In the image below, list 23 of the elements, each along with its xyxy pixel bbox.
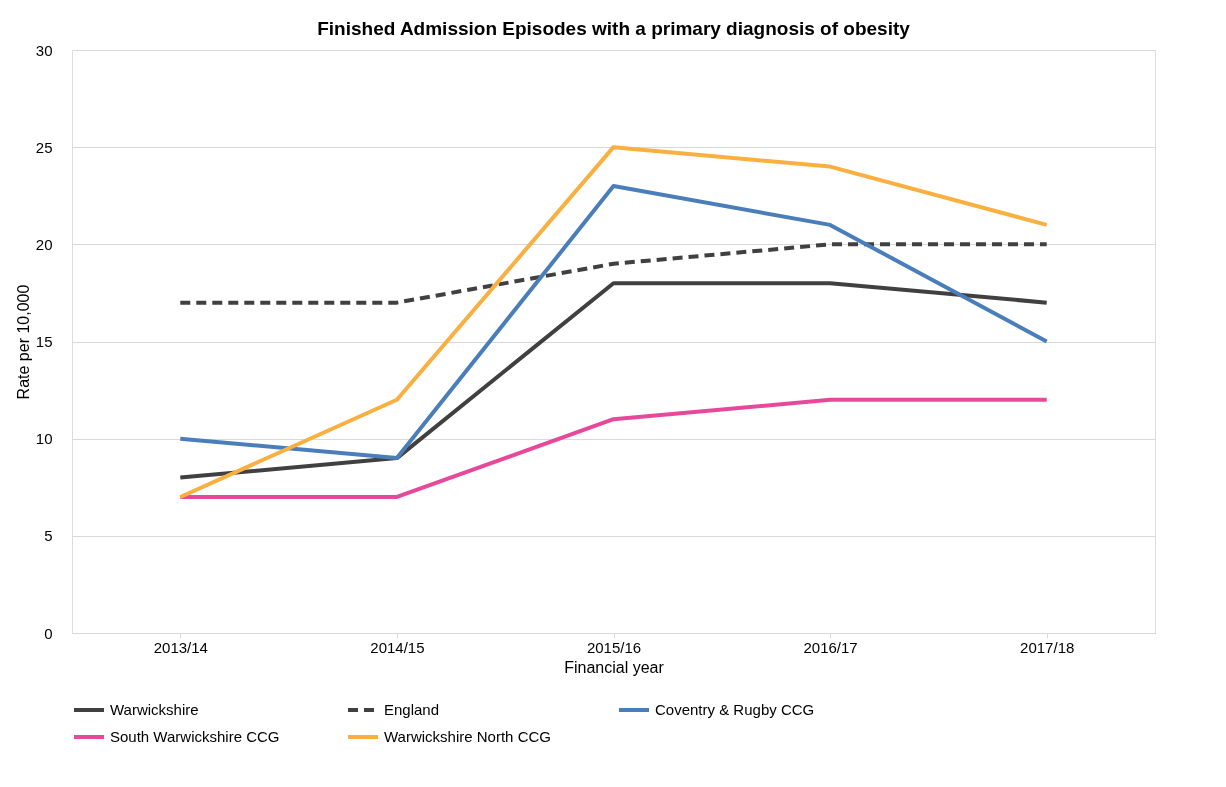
legend-label: Coventry & Rugby CCG bbox=[655, 701, 815, 718]
y-tick-label: 0 bbox=[44, 624, 53, 642]
x-tick-label: 2017/18 bbox=[1020, 638, 1075, 656]
y-axis-title: Rate per 10,000 bbox=[14, 284, 32, 400]
y-tick-label: 20 bbox=[35, 235, 53, 253]
x-axis-title: Financial year bbox=[564, 658, 665, 676]
line-series bbox=[178, 145, 1049, 499]
legend-label: Warwickshire bbox=[110, 701, 199, 718]
y-tick-label: 30 bbox=[35, 41, 53, 59]
x-tick-label: 2016/17 bbox=[803, 638, 858, 656]
line-series bbox=[178, 184, 1049, 461]
x-tick-label: 2013/14 bbox=[153, 638, 208, 656]
legend-label: England bbox=[384, 701, 440, 718]
x-tick-label: 2014/15 bbox=[370, 638, 425, 656]
y-tick-label: 10 bbox=[35, 430, 53, 448]
chart-title: Finished Admission Episodes with a primary diagnosis of obesity bbox=[317, 18, 911, 39]
legend-label: South Warwickshire CCG bbox=[110, 728, 280, 745]
y-tick-label: 25 bbox=[35, 138, 53, 156]
line-series bbox=[178, 281, 1049, 480]
y-tick-label: 15 bbox=[35, 333, 53, 350]
legend-label: Warwickshire North CCG bbox=[384, 728, 551, 745]
y-tick-label: 5 bbox=[44, 527, 53, 545]
x-tick-label: 2015/16 bbox=[586, 638, 642, 656]
